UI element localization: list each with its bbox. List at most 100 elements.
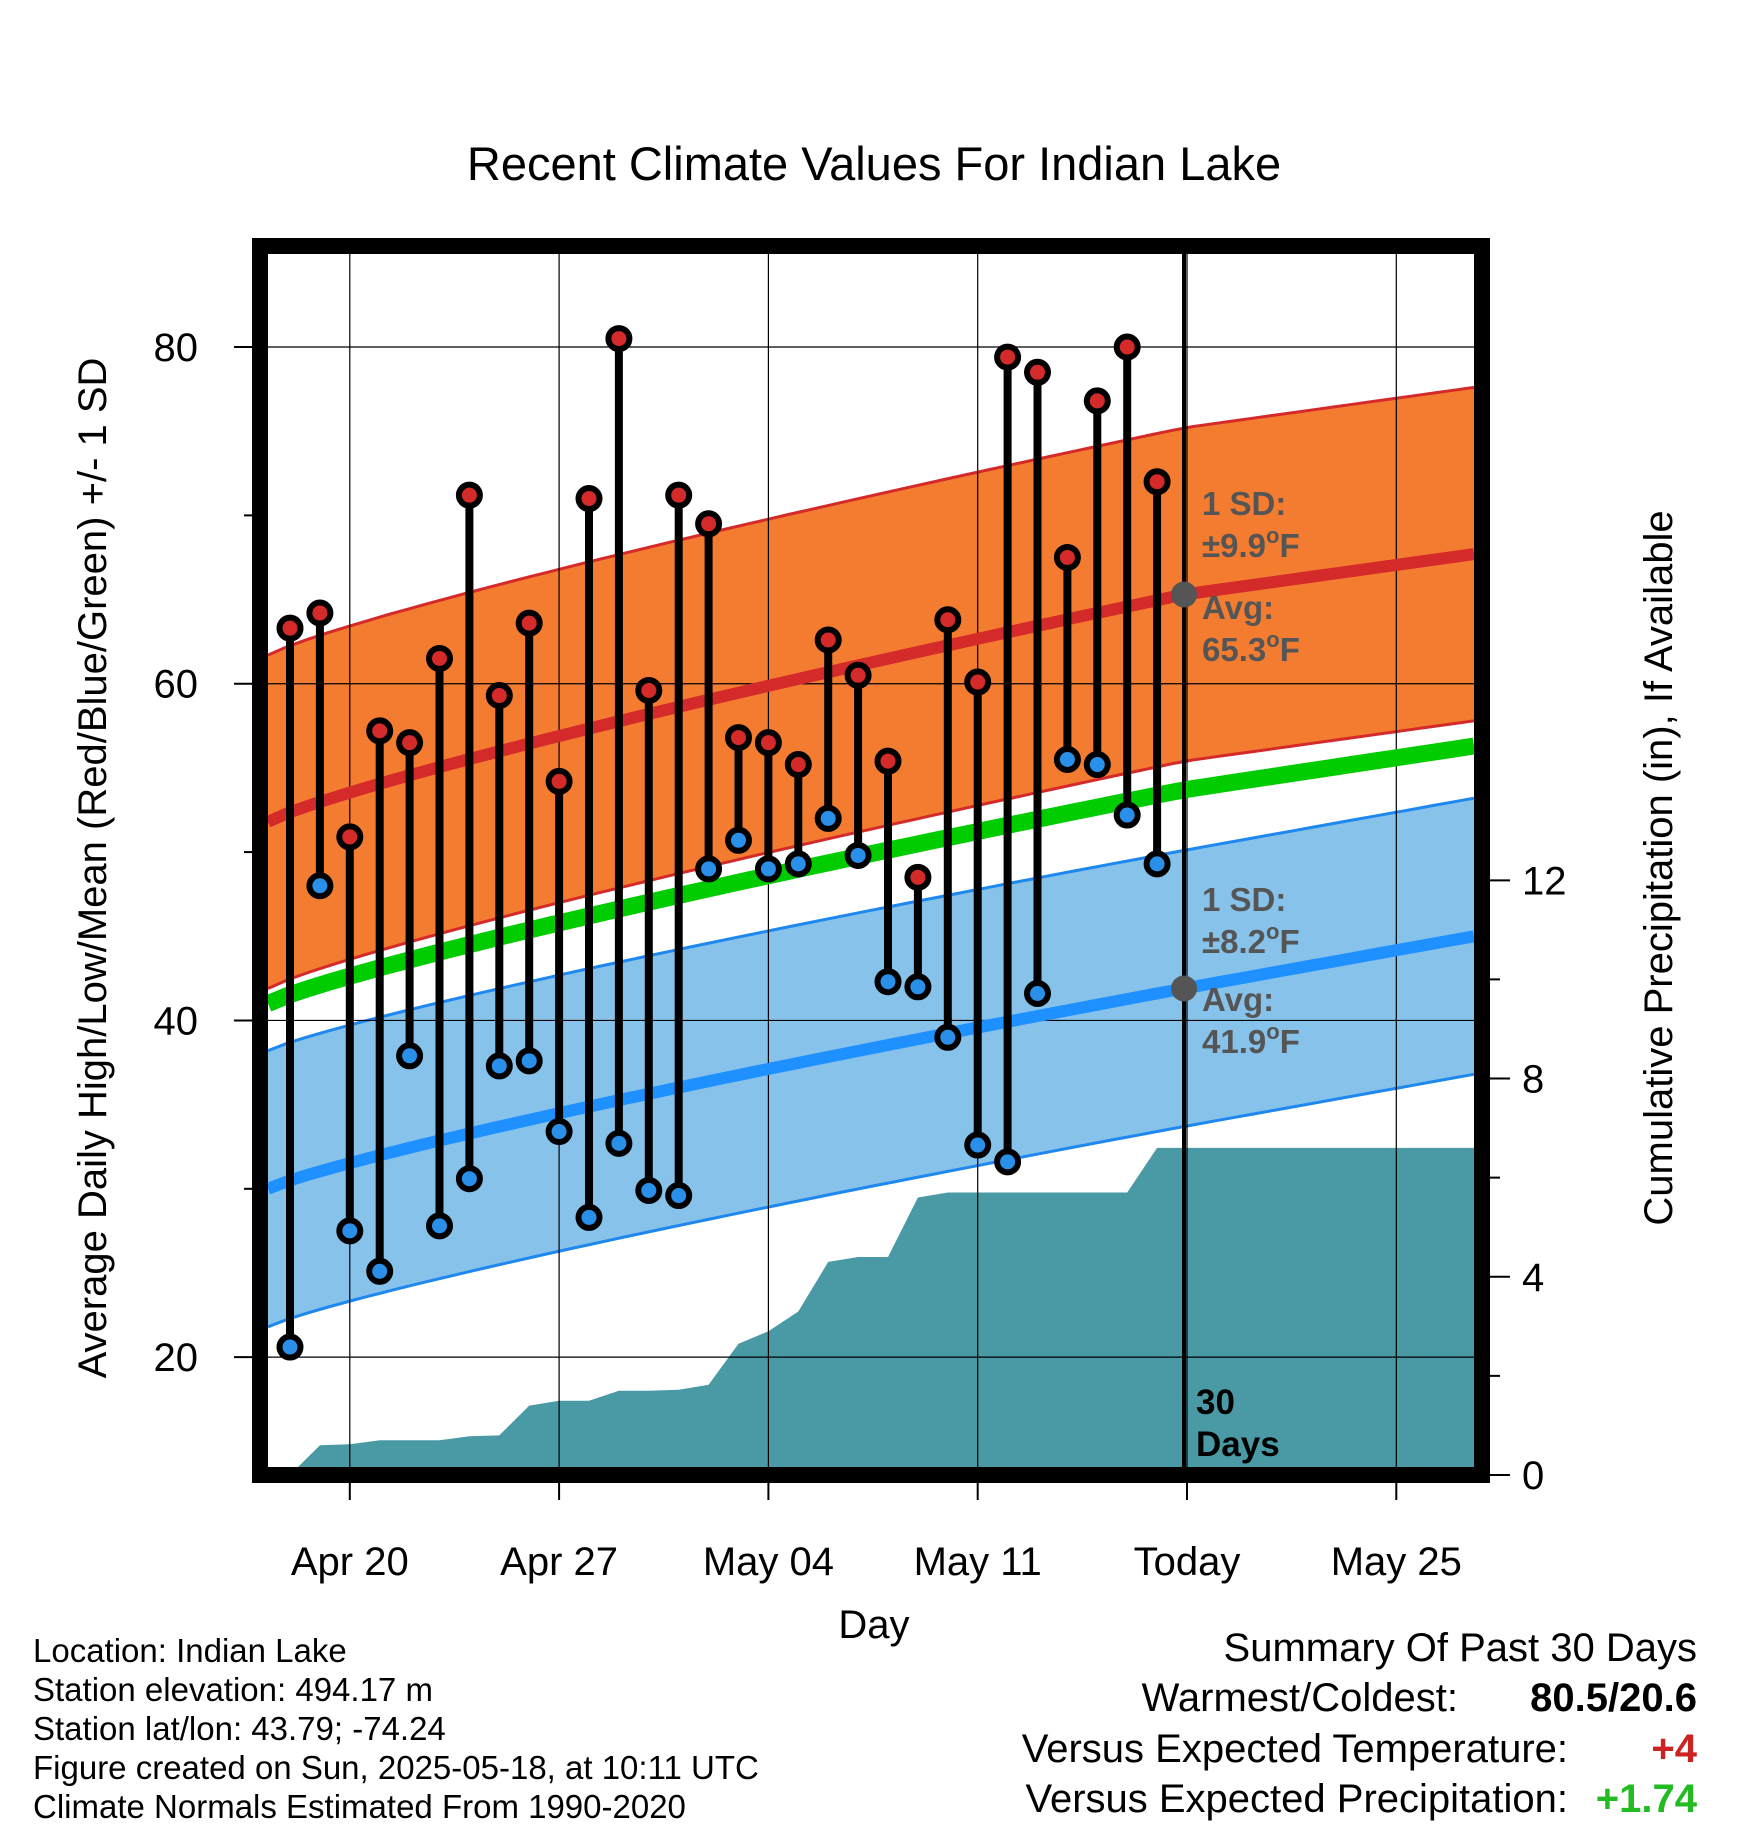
high-point — [635, 676, 663, 704]
info-elevation: Station elevation: 494.17 m — [33, 1671, 433, 1708]
high-point — [1143, 468, 1171, 496]
high-point — [994, 343, 1022, 371]
low-point — [725, 826, 752, 854]
high-sd-annotation-2: ±9.9oF — [1202, 523, 1300, 564]
high-point — [426, 644, 453, 672]
info-normals: Climate Normals Estimated From 1990-2020 — [33, 1788, 686, 1825]
low-sd-band — [268, 798, 1474, 1327]
today-high-avg-marker — [1171, 581, 1198, 608]
low-point — [336, 1217, 364, 1245]
high-point — [844, 661, 872, 689]
low-sd-annotation-2: ±8.2oF — [1202, 919, 1300, 960]
high-point — [1053, 543, 1081, 571]
low-sd-lower-line — [267, 1072, 1475, 1329]
low-point — [695, 855, 723, 883]
high-point — [455, 481, 483, 509]
summary-precip-label: Versus Expected Precipitation: — [1025, 1777, 1568, 1821]
high-point — [904, 863, 932, 891]
low-point — [1113, 801, 1141, 829]
high-point — [784, 751, 812, 779]
low-avg-annotation-1: Avg: — [1202, 981, 1274, 1018]
y-tick-label: 20 — [154, 1336, 199, 1380]
low-point — [1083, 751, 1111, 779]
low-point — [515, 1047, 543, 1075]
low-point — [754, 855, 782, 883]
high-point — [366, 717, 394, 745]
high-point — [276, 614, 304, 642]
high-point — [575, 485, 603, 513]
high-point — [1113, 333, 1141, 361]
info-latlon: Station lat/lon: 43.79; -74.24 — [33, 1710, 446, 1747]
low-point — [934, 1023, 962, 1051]
plot-frame — [252, 238, 1490, 1483]
low-point — [964, 1131, 992, 1159]
low-point — [396, 1042, 424, 1070]
high-point — [665, 481, 693, 509]
low-point — [575, 1203, 603, 1231]
x-axis-label: Day — [838, 1603, 909, 1647]
high-point — [934, 606, 962, 634]
low-point — [814, 804, 842, 832]
info-created: Figure created on Sun, 2025-05-18, at 10… — [33, 1749, 759, 1786]
high-point — [964, 668, 992, 696]
high-sd-band — [268, 387, 1474, 989]
high-point — [605, 325, 633, 353]
y2-axis-label: Cumulative Precipitation (in), If Availa… — [1637, 510, 1681, 1225]
high-sd-annotation-1: 1 SD: — [1202, 485, 1286, 522]
info-location: Location: Indian Lake — [33, 1632, 347, 1669]
low-point — [844, 841, 872, 869]
summary-warmest-value: 80.5/20.6 — [1530, 1676, 1697, 1720]
low-point — [665, 1182, 693, 1210]
y-tick-label: 60 — [154, 663, 199, 707]
x-tick-label: May 11 — [914, 1540, 1042, 1584]
low-point — [455, 1165, 483, 1193]
x-tick-label: May 25 — [1331, 1540, 1462, 1584]
low-sd-annotation-1: 1 SD: — [1202, 881, 1286, 918]
high-point — [485, 682, 513, 710]
high-avg-annotation-2: 65.3oF — [1202, 627, 1300, 668]
precipitation-area — [268, 1147, 1474, 1475]
low-point — [635, 1176, 663, 1204]
y2-tick-label: 12 — [1522, 859, 1567, 903]
low-point — [306, 872, 334, 900]
high-point — [515, 609, 543, 637]
high-point — [545, 767, 573, 795]
low-point — [1053, 745, 1081, 773]
high-point — [754, 729, 782, 757]
low-avg-annotation-2: 41.9oF — [1202, 1019, 1300, 1060]
x-tick-label: May 04 — [703, 1540, 834, 1584]
low-point — [904, 973, 932, 1001]
summary-temp-value: +4 — [1651, 1727, 1697, 1771]
low-point — [276, 1333, 304, 1361]
high-point — [336, 823, 364, 851]
high-point — [695, 510, 723, 538]
low-point — [366, 1257, 394, 1285]
summary-precip-value: +1.74 — [1595, 1777, 1697, 1821]
high-point — [1024, 358, 1051, 386]
high-point — [814, 626, 842, 654]
high-point — [306, 599, 334, 627]
low-point — [784, 850, 812, 878]
summary-warmest-label: Warmest/Coldest: — [1141, 1676, 1458, 1720]
y-tick-label: 80 — [154, 326, 199, 370]
summary-title: Summary Of Past 30 Days — [1223, 1626, 1697, 1670]
low-point — [1143, 850, 1171, 878]
today-low-avg-marker — [1171, 975, 1198, 1002]
x-tick-label: Apr 20 — [291, 1540, 409, 1584]
high-point — [1083, 387, 1111, 415]
high-point — [725, 724, 752, 752]
y-axis-label: Average Daily High/Low/Mean (Red/Blue/Gr… — [71, 358, 115, 1379]
low-point — [1024, 980, 1051, 1008]
low-point — [605, 1129, 633, 1157]
x-tick-label: Apr 27 — [500, 1540, 618, 1584]
high-point — [396, 729, 424, 757]
low-point — [545, 1118, 573, 1146]
high-avg-annotation-1: Avg: — [1202, 589, 1274, 626]
days-annotation-1: 30 — [1196, 1383, 1235, 1422]
y2-tick-label: 4 — [1522, 1256, 1544, 1300]
high-point — [874, 747, 902, 775]
x-tick-label: Today — [1134, 1540, 1241, 1584]
y2-tick-label: 0 — [1522, 1454, 1544, 1498]
